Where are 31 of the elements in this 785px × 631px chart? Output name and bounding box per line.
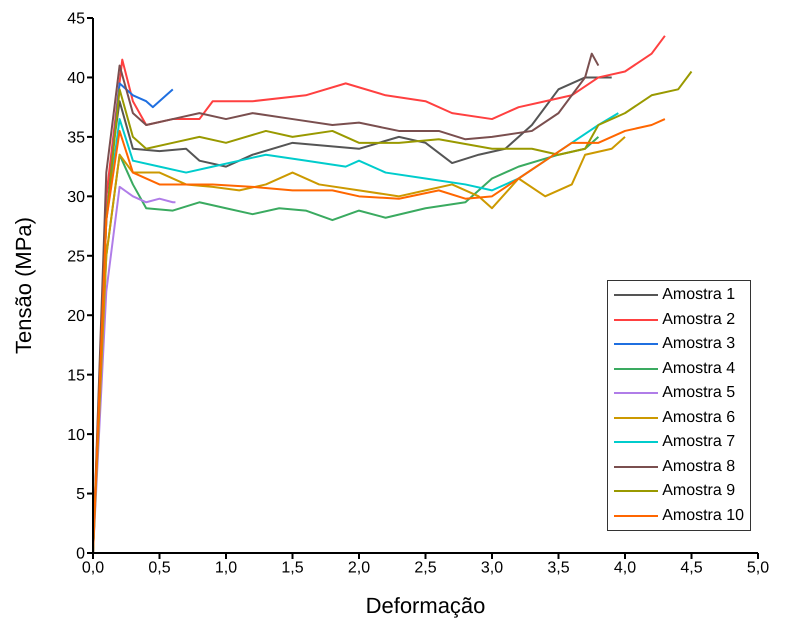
legend-label: Amostra 8 <box>662 458 736 476</box>
legend-label: Amostra 7 <box>662 433 736 452</box>
legend-label: Amostra 10 <box>662 506 744 525</box>
legend-label: Amostra 2 <box>662 310 736 329</box>
y-tick-label: 15 <box>67 367 86 384</box>
x-axis-title: Deformação <box>366 593 486 618</box>
x-tick-label: 3,5 <box>547 559 570 576</box>
y-tick-label: 35 <box>67 130 86 147</box>
legend-label: Amostra 9 <box>662 482 736 500</box>
legend-label: Amostra 5 <box>662 384 736 402</box>
y-tick-label: 5 <box>76 486 86 504</box>
x-tick-label: 3,0 <box>480 559 504 576</box>
y-tick-label: 10 <box>67 426 86 444</box>
x-tick-label: 4,5 <box>680 559 703 576</box>
y-tick-label: 30 <box>67 189 86 206</box>
x-tick-label: 2,0 <box>348 559 370 576</box>
legend-label: Amostra 3 <box>662 335 736 354</box>
x-tick-label: 1,5 <box>281 559 304 576</box>
x-tick-label: 4,0 <box>614 559 636 576</box>
x-tick-label: 1,0 <box>214 559 238 576</box>
y-tick-label: 40 <box>67 70 86 88</box>
x-tick-label: 0,5 <box>148 559 171 576</box>
y-tick-label: 25 <box>67 248 86 266</box>
legend-label: Amostra 4 <box>662 360 736 378</box>
y-tick-label: 20 <box>67 308 86 325</box>
legend-label: Amostra 6 <box>662 408 736 427</box>
x-tick-label: 5,0 <box>746 559 770 576</box>
y-tick-label: 45 <box>67 10 86 28</box>
legend-label: Amostra 1 <box>662 286 736 304</box>
y-axis-title: Tensão (MPa) <box>10 217 36 354</box>
x-tick-label: 2,5 <box>414 559 437 576</box>
